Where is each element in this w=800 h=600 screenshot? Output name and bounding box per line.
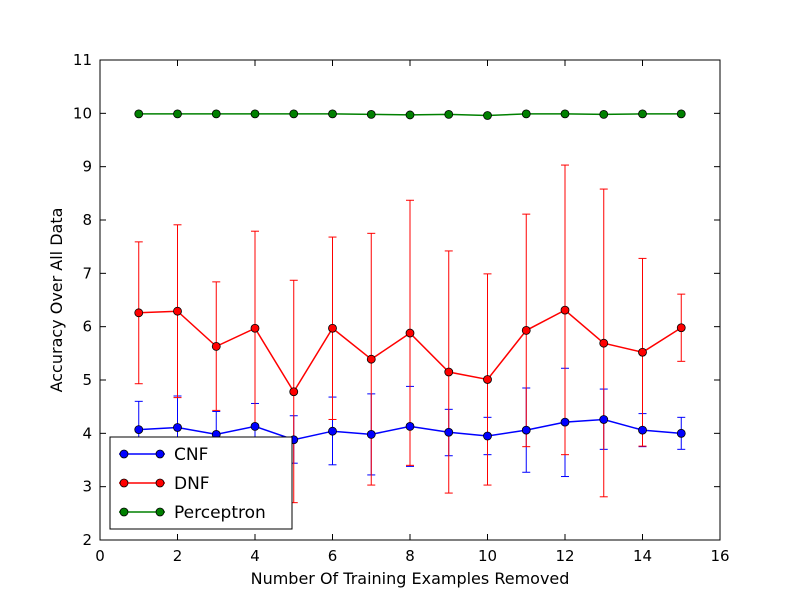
x-tick-label: 10 xyxy=(478,547,497,565)
legend-marker xyxy=(155,507,165,517)
data-point xyxy=(250,109,260,119)
data-point xyxy=(444,110,454,119)
data-point xyxy=(521,109,531,119)
data-point xyxy=(289,387,299,397)
data-point xyxy=(638,347,647,357)
data-point xyxy=(289,109,299,119)
y-tick-label: 2 xyxy=(82,531,92,549)
data-point xyxy=(328,323,337,333)
y-tick-label: 5 xyxy=(82,371,92,389)
data-point xyxy=(676,323,686,333)
data-point xyxy=(599,415,609,424)
data-point xyxy=(560,305,570,315)
data-point xyxy=(483,111,492,120)
data-point xyxy=(676,109,686,119)
data-point xyxy=(134,109,144,119)
y-tick-label: 9 xyxy=(82,158,92,176)
y-tick-label: 11 xyxy=(73,51,92,69)
data-point xyxy=(405,328,415,338)
data-point xyxy=(250,323,260,333)
legend-label: CNF xyxy=(174,445,208,465)
data-point xyxy=(444,427,454,437)
y-tick-label: 3 xyxy=(82,478,92,496)
data-point xyxy=(173,306,182,316)
data-point xyxy=(250,421,260,431)
data-point xyxy=(134,308,144,318)
legend-marker xyxy=(155,449,165,459)
legend-marker xyxy=(119,449,129,459)
data-point xyxy=(173,109,182,119)
data-point xyxy=(599,338,609,348)
x-tick-label: 14 xyxy=(633,547,652,565)
y-tick-label: 6 xyxy=(82,318,92,336)
data-point xyxy=(366,354,376,364)
legend-marker xyxy=(119,507,129,517)
data-point xyxy=(366,429,376,439)
y-axis-label: Accuracy Over All Data xyxy=(47,208,66,393)
y-tick-label: 7 xyxy=(82,264,92,282)
x-tick-label: 4 xyxy=(250,547,260,565)
x-tick-label: 16 xyxy=(710,547,729,565)
y-axis-ticks: 2 3 4 5 6 7 8 9 10 11 xyxy=(73,51,720,549)
legend-marker xyxy=(119,478,129,488)
x-axis-label: Number Of Training Examples Removed xyxy=(251,569,570,588)
data-point xyxy=(483,431,492,441)
legend: CNF DNF Perceptron xyxy=(109,436,293,530)
x-tick-label: 2 xyxy=(173,547,183,565)
legend-marker xyxy=(155,478,165,488)
data-point xyxy=(483,375,492,384)
data-point xyxy=(134,425,144,435)
data-point xyxy=(444,367,454,377)
x-tick-label: 8 xyxy=(405,547,415,565)
legend-label: DNF xyxy=(174,474,210,494)
data-point xyxy=(638,109,647,119)
x-tick-label: 6 xyxy=(328,547,338,565)
x-axis-ticks: 0 2 4 6 8 10 12 14 16 xyxy=(95,60,730,565)
y-tick-label: 8 xyxy=(82,211,92,229)
data-point xyxy=(560,109,570,119)
data-point xyxy=(560,417,570,427)
series-markers xyxy=(134,109,686,445)
data-point xyxy=(521,425,531,435)
data-point xyxy=(173,423,182,432)
y-tick-label: 4 xyxy=(82,424,92,442)
data-point xyxy=(328,109,337,119)
data-point xyxy=(676,428,686,438)
data-point xyxy=(366,110,376,119)
data-point xyxy=(638,425,647,435)
data-point xyxy=(599,110,609,119)
data-point xyxy=(328,426,337,436)
data-point xyxy=(521,325,531,335)
x-tick-label: 0 xyxy=(95,547,105,565)
y-tick-label: 10 xyxy=(73,104,92,122)
data-point xyxy=(211,109,221,119)
data-point xyxy=(405,421,415,431)
data-point xyxy=(211,341,221,351)
data-point xyxy=(405,110,415,120)
legend-label: Perceptron xyxy=(174,503,266,523)
x-tick-label: 12 xyxy=(555,547,574,565)
